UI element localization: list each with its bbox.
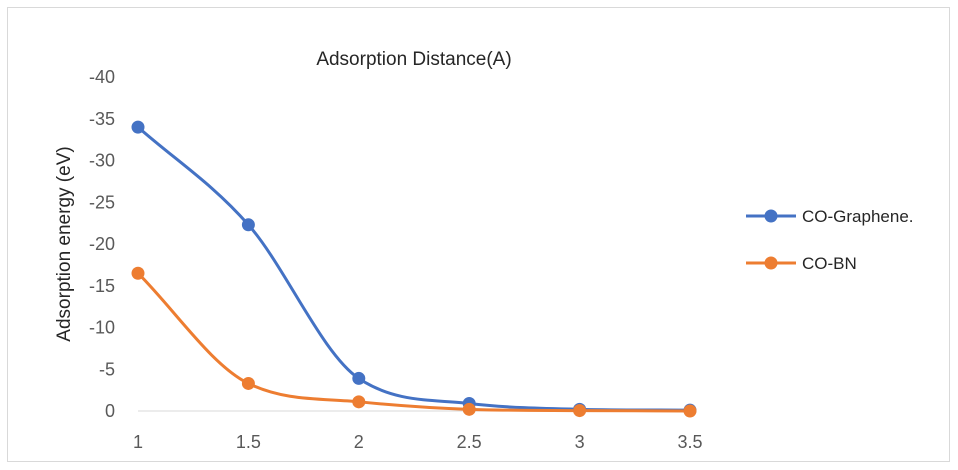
x-tick-label: 2.5 bbox=[457, 432, 482, 452]
y-tick-label: -25 bbox=[89, 192, 115, 212]
y-tick-label: -30 bbox=[89, 151, 115, 171]
chart-title: Adsorption Distance(A) bbox=[316, 49, 511, 70]
x-axis-ticks: 1 1.5 2 2.5 3 3.5 bbox=[133, 432, 703, 452]
y-axis-title: Adsorption energy (eV) bbox=[54, 146, 75, 341]
legend-label: CO-BN bbox=[802, 254, 857, 273]
x-tick-label: 2 bbox=[354, 432, 364, 452]
chart-area bbox=[7, 7, 950, 462]
x-tick-label: 3.5 bbox=[677, 432, 702, 452]
y-tick-label: -15 bbox=[89, 276, 115, 296]
legend: CO-Graphene. CO-BN bbox=[746, 207, 914, 273]
data-point bbox=[683, 404, 697, 418]
data-point bbox=[131, 266, 145, 280]
data-point bbox=[241, 376, 255, 390]
legend-marker bbox=[764, 209, 778, 223]
data-point bbox=[352, 371, 366, 385]
series-line-1 bbox=[136, 272, 691, 413]
y-tick-label: -5 bbox=[99, 359, 115, 379]
y-tick-label: -10 bbox=[89, 318, 115, 338]
data-point bbox=[462, 402, 476, 416]
x-tick-label: 1.5 bbox=[236, 432, 261, 452]
y-tick-label: -20 bbox=[89, 234, 115, 254]
y-tick-label: -35 bbox=[89, 109, 115, 129]
legend-label: CO-Graphene. bbox=[802, 207, 914, 226]
data-point bbox=[131, 120, 145, 134]
x-tick-label: 3 bbox=[575, 432, 585, 452]
y-tick-label: 0 bbox=[105, 401, 115, 421]
y-axis-ticks: 0 -5 -10 -15 -20 -25 -30 -35 -40 bbox=[89, 67, 115, 421]
series-lines bbox=[136, 125, 691, 413]
data-point bbox=[352, 395, 366, 409]
series-points bbox=[131, 120, 697, 418]
y-tick-label: -40 bbox=[89, 67, 115, 87]
data-point bbox=[241, 218, 255, 232]
legend-marker bbox=[764, 256, 778, 270]
series-line-0 bbox=[137, 125, 691, 412]
x-tick-label: 1 bbox=[133, 432, 143, 452]
data-point bbox=[573, 404, 587, 418]
